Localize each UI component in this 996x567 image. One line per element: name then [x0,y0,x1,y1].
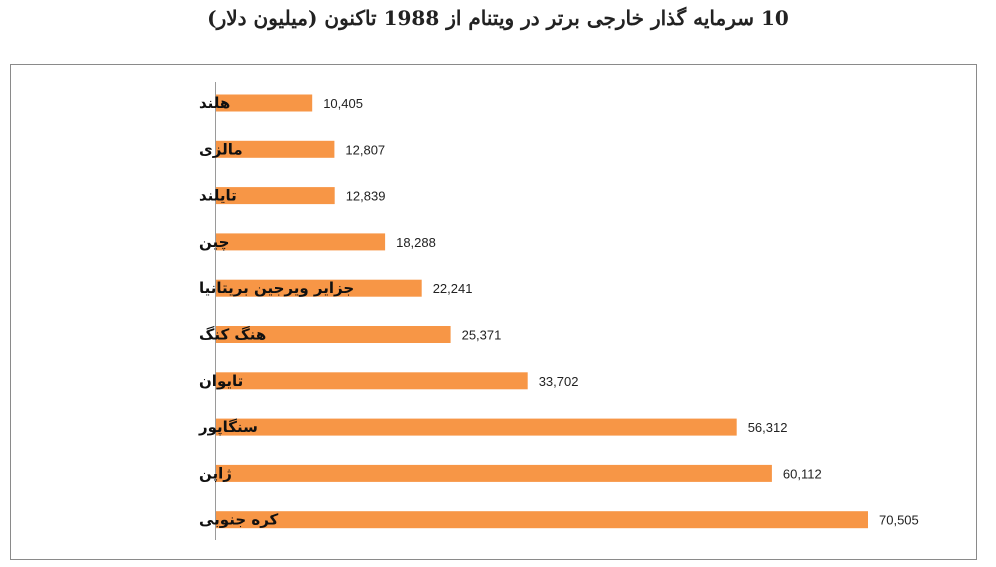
data-label: 12,839 [346,189,386,204]
bar [216,187,335,205]
chart-title: 10 سرمایه گذار خارجی برتر در ویتنام از 1… [207,6,789,30]
data-label: 70,505 [879,513,919,528]
data-label: 22,241 [433,281,473,296]
bar [216,326,451,343]
category-label: تایلند [199,187,237,205]
category-label: سنگاپور [198,418,258,437]
data-label: 10,405 [323,96,363,111]
data-label: 56,312 [748,420,788,435]
bar [216,418,737,436]
bar [216,233,386,251]
data-label: 18,288 [396,235,436,250]
category-label: هنگ کنگ [199,326,266,344]
category-label: هلند [199,94,230,112]
data-label: 60,112 [783,466,822,481]
bar [216,511,868,529]
bar [216,464,772,482]
category-label: تایوان [199,372,243,390]
category-label: جزایر ویرجین بریتانیا [199,279,354,297]
bar [216,372,528,390]
bar [216,140,335,158]
category-label: چین [199,233,229,252]
category-label: مالزی [199,140,243,158]
bar [216,279,422,297]
data-label: 25,371 [462,328,502,343]
data-label: 12,807 [345,142,385,157]
bar [216,94,313,112]
category-label: کره جنوبی [199,511,279,529]
data-label: 33,702 [539,374,579,389]
category-label: ژاپن [199,464,232,483]
